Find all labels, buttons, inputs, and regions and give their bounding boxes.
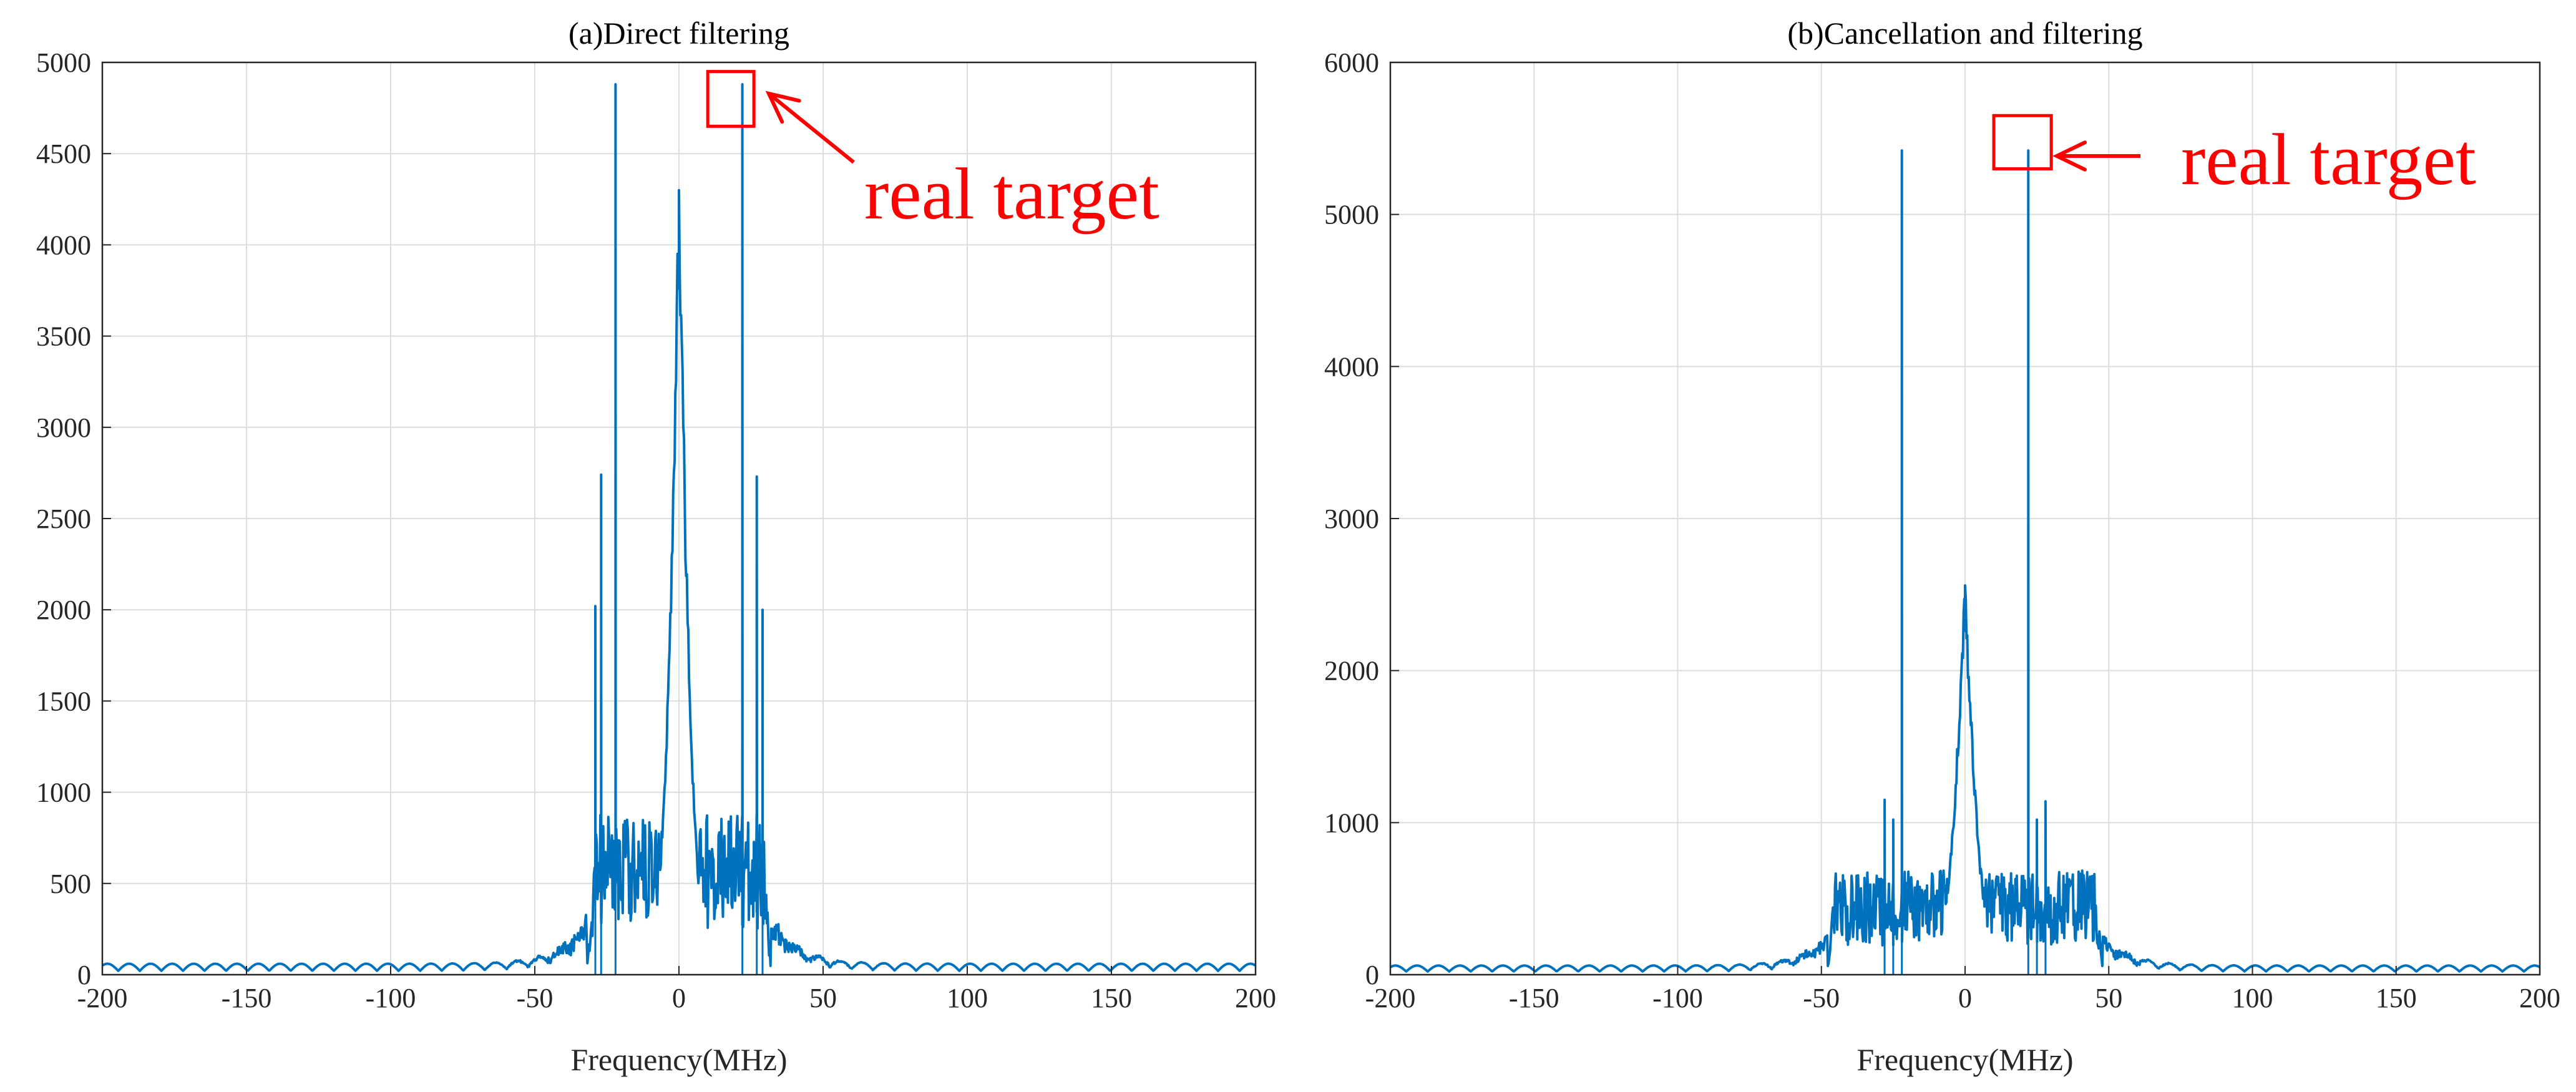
- x-tick-label: 0: [1958, 983, 1972, 1013]
- x-tick-label: 0: [672, 983, 686, 1013]
- x-axis: -200 -150 -100 -50 0 50 100 150 200: [77, 966, 1276, 1013]
- x-tick-label: -100: [366, 983, 416, 1013]
- panel-a: -200 -150 -100 -50 0 50 100 150 2000500100015002…: [36, 16, 1276, 1077]
- y-axis: 0 1000 2000 3000 4000 5000 6000: [1324, 47, 1399, 990]
- x-axis-title: Frequency(MHz): [1856, 1042, 2073, 1077]
- y-tick-label: 3500: [36, 321, 91, 352]
- x-axis: -200 -150 -100 -50 0 50 100 150 200: [1365, 966, 2560, 1013]
- y-tick-label: 3000: [36, 412, 91, 443]
- x-tick-label: 150: [1091, 983, 1132, 1013]
- x-tick-label: -150: [1509, 983, 1559, 1013]
- series-line: [1390, 149, 2540, 973]
- y-tick-label: 4500: [36, 139, 91, 169]
- y-tick-label: 5000: [1324, 200, 1379, 230]
- x-tick-label: -150: [222, 983, 272, 1013]
- series-line: [101, 83, 1257, 972]
- annotation-arrow: [768, 92, 855, 164]
- y-tick-label: 500: [50, 869, 91, 899]
- panel-b: -200 -150 -100 -50 0 50 100 150 2000100020003000…: [1324, 16, 2560, 1077]
- x-tick-label: -100: [1652, 983, 1703, 1013]
- y-tick-label: 2000: [1324, 656, 1379, 686]
- y-tick-label: 6000: [1324, 47, 1379, 78]
- x-tick-label: 50: [809, 983, 837, 1013]
- y-tick-label: 4000: [36, 230, 91, 260]
- annotation-arrowhead: [765, 90, 801, 124]
- x-tick-label: -200: [1365, 983, 1416, 1013]
- x-tick-label: 200: [2519, 983, 2560, 1013]
- y-tick-label: 0: [1365, 960, 1379, 990]
- x-tick-label: 150: [2376, 983, 2417, 1013]
- y-tick-label: 2500: [36, 504, 91, 534]
- x-axis-title: Frequency(MHz): [570, 1042, 787, 1077]
- annotation-text: real target: [864, 153, 1159, 235]
- y-tick-label: 1000: [1324, 807, 1379, 838]
- x-tick-label: -50: [1803, 983, 1840, 1013]
- y-tick-label: 1000: [36, 778, 91, 808]
- annotation-box: [1992, 114, 2053, 171]
- y-tick-label: 3000: [1324, 504, 1379, 534]
- x-tick-label: -50: [517, 983, 554, 1013]
- x-tick-label: 100: [2232, 983, 2273, 1013]
- y-tick-label: 1500: [36, 686, 91, 716]
- x-tick-label: 100: [947, 983, 988, 1013]
- panel-title: (b)Cancellation and filtering: [1787, 16, 2142, 51]
- y-tick-label: 4000: [1324, 351, 1379, 382]
- x-tick-label: 200: [1235, 983, 1276, 1013]
- x-tick-label: -200: [77, 983, 128, 1013]
- annotation-arrowhead: [2052, 140, 2087, 172]
- annotation-box: [706, 70, 756, 128]
- panel-title: (a)Direct filtering: [568, 16, 789, 51]
- y-tick-label: 0: [77, 960, 91, 990]
- annotation-text: real target: [2181, 119, 2476, 200]
- y-tick-label: 5000: [36, 47, 91, 78]
- y-axis: 0 500 1000 1500 2000 2500 3000 3500 4000 4500 5000: [36, 47, 111, 990]
- x-tick-label: 50: [2095, 983, 2122, 1013]
- y-tick-label: 2000: [36, 595, 91, 625]
